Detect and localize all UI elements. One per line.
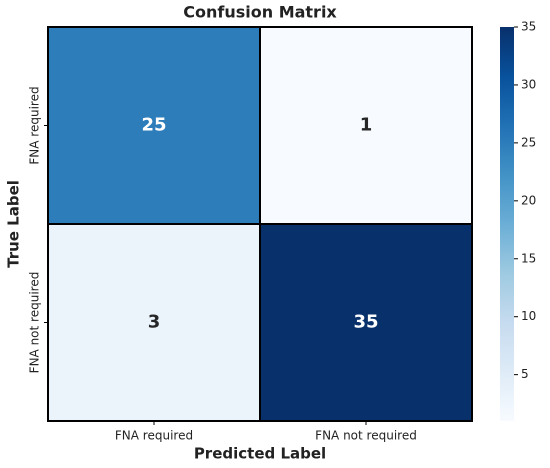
cell-value-label: 1 — [360, 115, 373, 136]
colorbar-tick-label: 20 — [521, 193, 536, 207]
cell-value-label: 3 — [148, 312, 161, 333]
x-axis-label: Predicted Label — [194, 445, 326, 463]
heatmap-cell — [47, 26, 261, 225]
x-tick-label: FNA required — [115, 429, 193, 443]
y-tick-label: FNA not required — [28, 272, 42, 374]
y-axis-label: True Label — [5, 180, 23, 268]
colorbar — [500, 27, 514, 421]
colorbar-tick-label: 5 — [521, 367, 529, 381]
chart-title: Confusion Matrix — [183, 3, 337, 22]
cell-value-label: 35 — [353, 312, 378, 333]
heatmap-cell — [47, 223, 261, 422]
heatmap-cell — [259, 223, 473, 422]
colorbar-tick-label: 15 — [521, 251, 536, 265]
heatmap-cell — [259, 26, 473, 225]
x-tick-label: FNA not required — [315, 429, 417, 443]
cell-value-label: 25 — [141, 115, 166, 136]
colorbar-tick-label: 30 — [521, 77, 536, 91]
colorbar-tick-label: 25 — [521, 135, 536, 149]
y-tick-label: FNA required — [28, 86, 42, 164]
colorbar-tick-label: 35 — [521, 20, 536, 34]
colorbar-tick-label: 10 — [521, 309, 536, 323]
